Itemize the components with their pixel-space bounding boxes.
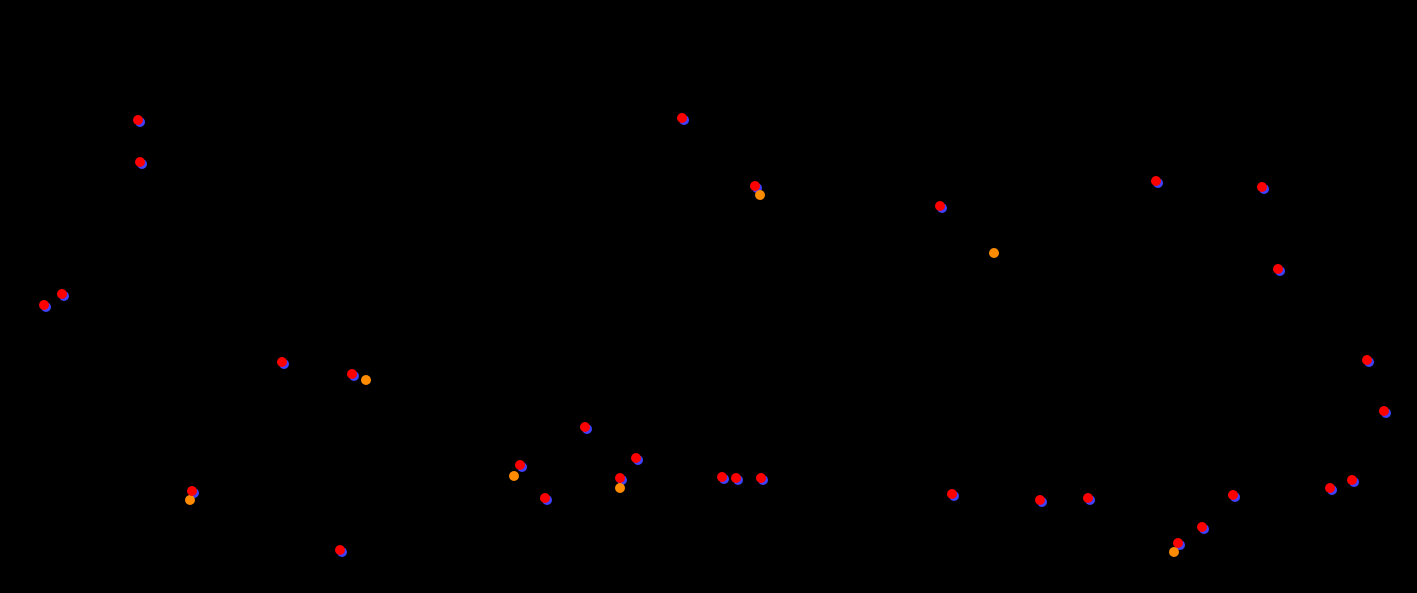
marker-red — [750, 181, 760, 191]
marker-red — [1273, 264, 1283, 274]
marker-red — [347, 369, 357, 379]
marker-red — [1379, 406, 1389, 416]
marker-orange — [185, 495, 195, 505]
marker-red — [580, 422, 590, 432]
marker-red — [631, 453, 641, 463]
marker-red — [39, 300, 49, 310]
marker-red — [1151, 176, 1161, 186]
marker-red — [756, 473, 766, 483]
marker-red — [187, 486, 197, 496]
marker-red — [615, 473, 625, 483]
scatter-svg — [0, 0, 1417, 593]
scatter-plot — [0, 0, 1417, 593]
marker-red — [1083, 493, 1093, 503]
marker-orange — [361, 375, 371, 385]
marker-red — [731, 473, 741, 483]
marker-red — [1035, 495, 1045, 505]
marker-red — [1197, 522, 1207, 532]
marker-red — [1228, 490, 1238, 500]
marker-red — [335, 545, 345, 555]
marker-orange — [615, 483, 625, 493]
marker-red — [540, 493, 550, 503]
marker-orange — [989, 248, 999, 258]
marker-orange — [1169, 547, 1179, 557]
marker-red — [1325, 483, 1335, 493]
marker-orange — [509, 471, 519, 481]
marker-red — [135, 157, 145, 167]
marker-red — [1347, 475, 1357, 485]
marker-red — [57, 289, 67, 299]
marker-red — [277, 357, 287, 367]
marker-red — [1362, 355, 1372, 365]
marker-red — [717, 472, 727, 482]
marker-red — [1173, 538, 1183, 548]
marker-red — [935, 201, 945, 211]
marker-red — [677, 113, 687, 123]
marker-red — [947, 489, 957, 499]
marker-red — [515, 460, 525, 470]
marker-orange — [755, 190, 765, 200]
marker-red — [1257, 182, 1267, 192]
marker-red — [133, 115, 143, 125]
